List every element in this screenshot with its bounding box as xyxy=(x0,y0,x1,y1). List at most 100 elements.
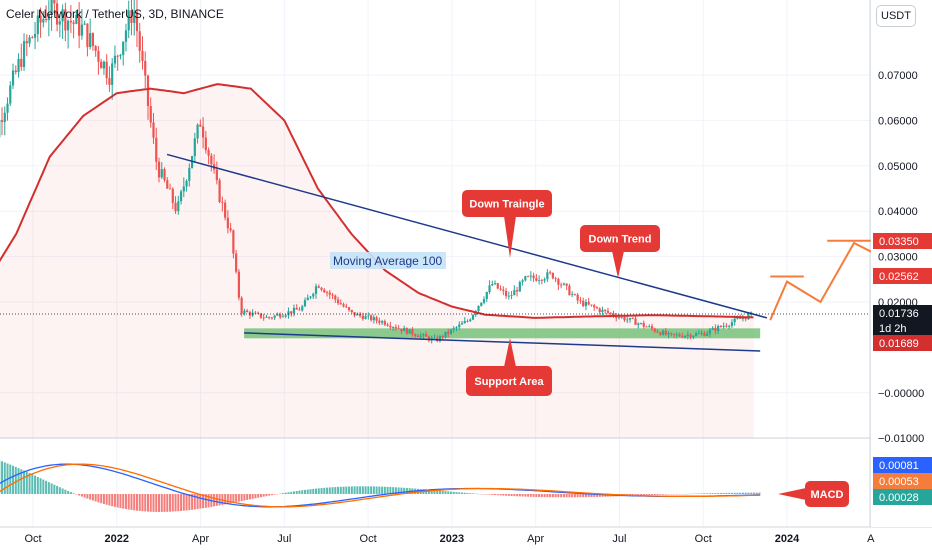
macd-hist-144 xyxy=(378,486,381,494)
macd-hist-222 xyxy=(593,494,596,497)
candle-53 xyxy=(127,0,130,39)
macd-hist-16 xyxy=(25,471,28,494)
macd-hist-136 xyxy=(356,486,359,494)
candle-35 xyxy=(78,2,81,49)
macd-hist-117 xyxy=(303,489,306,494)
candle-217 xyxy=(579,296,582,304)
macd-hist-73 xyxy=(182,494,185,511)
candle-32 xyxy=(69,4,72,34)
macd-hist-151 xyxy=(397,487,400,494)
candle-54 xyxy=(130,0,133,36)
candle-125 xyxy=(325,290,329,297)
macd-hist-24 xyxy=(47,482,50,494)
candle-56 xyxy=(135,0,139,48)
support-line-line xyxy=(244,332,761,352)
macd-hist-223 xyxy=(595,494,598,497)
currency-button[interactable]: USDT xyxy=(876,5,916,27)
candle-143 xyxy=(375,315,378,324)
candle-93 xyxy=(237,269,240,301)
candle-30 xyxy=(64,2,67,42)
macd-hist-224 xyxy=(598,494,601,497)
macd-hist-119 xyxy=(309,489,312,494)
candle-181 xyxy=(480,302,483,307)
macd-hist-112 xyxy=(290,491,293,494)
macd-hist-189 xyxy=(502,494,505,496)
macd-hist-69 xyxy=(171,494,174,512)
macd-hist-148 xyxy=(389,487,392,494)
candle-190 xyxy=(504,287,508,299)
macd-hist-94 xyxy=(240,494,243,502)
macd-hist-153 xyxy=(403,487,406,494)
y-tick-2: 0.05000 xyxy=(878,161,918,173)
candle-22 xyxy=(42,11,45,28)
candle-198 xyxy=(526,275,530,278)
macd-hist-216 xyxy=(576,494,579,498)
macd-hist-122 xyxy=(317,488,320,494)
y-tick-0: 0.07000 xyxy=(878,70,918,82)
macd-hist-273 xyxy=(733,492,736,494)
x-tick-3: Jul xyxy=(277,533,291,545)
forecast-path xyxy=(769,241,882,321)
x-tick-8: Oct xyxy=(695,533,712,545)
macd-hist-101 xyxy=(259,494,262,498)
macd-hist-142 xyxy=(372,486,375,494)
candle-7 xyxy=(0,107,4,136)
candle-145 xyxy=(381,319,384,326)
macd-hist-265 xyxy=(711,493,714,494)
price-badge-2: 0.01736 xyxy=(873,305,932,321)
macd-hist-169 xyxy=(447,491,450,494)
macd-hist-208 xyxy=(554,494,557,498)
macd-hist-138 xyxy=(361,486,364,494)
macd-hist-239 xyxy=(640,494,643,496)
macd-hist-141 xyxy=(370,486,373,494)
macd-hist-15 xyxy=(23,470,26,494)
candle-9 xyxy=(6,97,9,121)
candle-146 xyxy=(383,319,386,327)
macd-hist-87 xyxy=(221,494,224,505)
ma-label: Moving Average 100 xyxy=(330,252,446,269)
macd-hist-55 xyxy=(133,494,136,511)
macd-hist-213 xyxy=(568,494,571,498)
macd-hist-53 xyxy=(127,494,130,510)
macd-hist-185 xyxy=(491,494,494,495)
macd-hist-62 xyxy=(152,494,155,512)
macd-hist-172 xyxy=(455,492,458,494)
candle-187 xyxy=(496,282,499,290)
time-axis[interactable]: Oct 2022 Apr Jul Oct 2023 Apr Jul Oct 2024 A xyxy=(24,533,875,545)
candle-62 xyxy=(152,112,155,144)
macd-pane xyxy=(0,460,761,512)
candle-96 xyxy=(246,309,249,313)
macd-hist-17 xyxy=(28,473,31,494)
candle-219 xyxy=(584,299,588,311)
support-zone xyxy=(244,328,761,339)
candle-47 xyxy=(111,58,114,100)
candle-152 xyxy=(400,328,403,334)
candle-245 xyxy=(656,329,659,333)
candle-164 xyxy=(433,334,436,339)
macd-hist-14 xyxy=(20,469,23,494)
candle-94 xyxy=(240,296,243,317)
macd-hist-206 xyxy=(549,494,552,498)
macd-hist-99 xyxy=(254,494,257,499)
price-axis[interactable]: 0.070000.060000.050000.040000.030000.020… xyxy=(871,0,932,527)
macd-hist-184 xyxy=(488,494,491,495)
macd-hist-276 xyxy=(741,492,744,494)
macd-hist-280 xyxy=(752,492,755,494)
candle-271 xyxy=(728,324,731,330)
macd-badge-text: 0.00053 xyxy=(879,476,919,488)
candle-235 xyxy=(628,317,632,323)
macd-hist-45 xyxy=(105,494,108,505)
candle-104 xyxy=(268,316,271,320)
candle-220 xyxy=(587,297,590,306)
macd-hist-35 xyxy=(78,494,81,496)
macd-hist-282 xyxy=(758,492,761,494)
candle-72 xyxy=(179,189,183,205)
annotation-text: Down Traingle xyxy=(469,199,544,211)
candle-244 xyxy=(653,327,656,333)
macd-hist-202 xyxy=(538,494,541,498)
macd-hist-71 xyxy=(177,494,180,512)
macd-hist-118 xyxy=(306,489,309,494)
candle-260 xyxy=(697,329,700,335)
macd-hist-207 xyxy=(551,494,554,498)
